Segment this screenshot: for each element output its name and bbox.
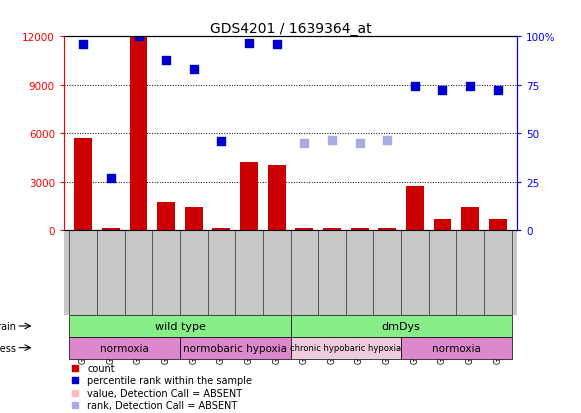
Bar [70,337,180,358]
Bar [290,316,511,337]
Text: rank, Detection Call = ABSENT: rank, Detection Call = ABSENT [88,400,238,411]
Bar [102,229,120,230]
Bar [74,139,92,230]
Text: chronic hypobaric hypoxia: chronic hypobaric hypoxia [290,343,401,352]
Point [465,84,475,90]
Point [71,364,80,371]
Bar [401,337,511,358]
Point [134,34,143,40]
Point [71,402,80,408]
Text: dmDys: dmDys [382,321,421,331]
Point [245,40,254,47]
Point [71,389,80,396]
Point [382,137,392,143]
Bar [268,166,286,230]
Point [355,140,364,147]
Text: value, Detection Call = ABSENT: value, Detection Call = ABSENT [88,388,243,398]
Bar [213,229,231,230]
Bar [185,208,203,230]
Point [300,140,309,147]
Point [217,138,226,145]
Text: normoxia: normoxia [101,343,149,353]
Point [106,176,116,182]
Bar [295,229,313,230]
Bar [240,163,258,230]
Point [78,42,88,48]
Bar [323,229,341,230]
Point [71,377,80,384]
Point [189,66,199,73]
Point [272,42,281,48]
Point [438,87,447,94]
Bar [433,219,451,230]
Point [410,84,419,90]
Text: count: count [88,363,115,373]
Text: strain: strain [0,321,16,331]
Bar [350,229,368,230]
Bar [130,37,148,230]
Bar [406,187,424,230]
Text: normobaric hypoxia: normobaric hypoxia [183,343,287,353]
Bar [461,208,479,230]
Bar [70,316,290,337]
Bar [290,337,401,358]
Point [493,87,503,94]
Text: percentile rank within the sample: percentile rank within the sample [88,375,253,385]
Point [327,137,336,143]
Text: wild type: wild type [155,321,206,331]
Title: GDS4201 / 1639364_at: GDS4201 / 1639364_at [210,22,371,36]
Text: stress: stress [0,343,16,353]
Text: normoxia: normoxia [432,343,480,353]
Point [162,58,171,64]
Bar [157,203,175,230]
Bar [489,219,507,230]
Bar [180,337,290,358]
Bar [378,229,396,230]
